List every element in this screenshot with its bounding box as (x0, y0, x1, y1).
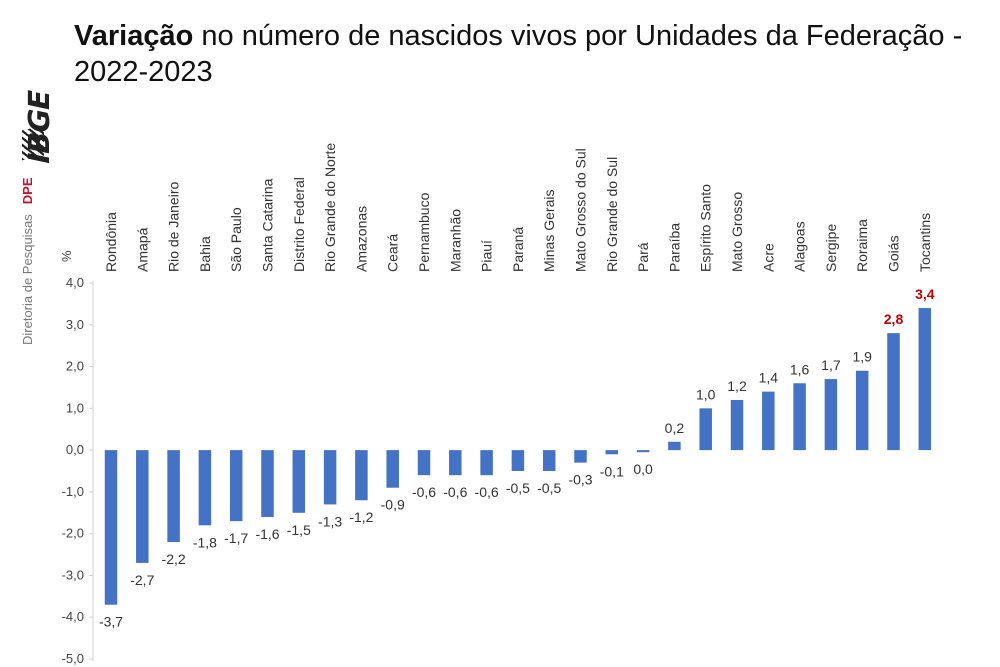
data-label: -0,5 (537, 480, 561, 496)
category-label: Sergipe (823, 224, 839, 272)
bar-24 (855, 370, 869, 451)
bar-6 (292, 450, 306, 513)
bar-0 (104, 450, 118, 605)
data-label: -0,5 (506, 480, 530, 496)
chart-title: Variação no número de nascidos vivos por… (74, 18, 974, 90)
category-label: Acre (760, 243, 776, 272)
category-label: Rondônia (103, 212, 119, 272)
category-label: Ceará (385, 234, 401, 272)
bar-9 (386, 450, 399, 488)
category-label: Alagoas (792, 221, 808, 272)
category-label: Maranhão (447, 209, 463, 272)
data-label: 1,9 (852, 349, 872, 365)
category-label: Piauí (479, 240, 495, 272)
bar-15 (574, 450, 587, 463)
bar-20 (730, 399, 744, 451)
data-label: 2,8 (884, 311, 904, 327)
bar-3 (198, 450, 212, 526)
category-label: Distrito Federal (291, 177, 307, 272)
category-label: Rio Grande do Norte (322, 143, 338, 272)
bar-19 (699, 408, 712, 451)
data-label: -1,8 (193, 534, 217, 550)
data-label: -1,3 (318, 513, 342, 529)
category-label: Pará (635, 242, 651, 272)
data-label: -0,6 (443, 484, 467, 500)
data-label: 3,4 (915, 286, 935, 302)
bar-16 (605, 450, 619, 455)
category-label: São Paulo (228, 207, 244, 272)
data-label: -2,2 (162, 551, 186, 567)
y-tick-label: 0,0 (66, 442, 84, 457)
data-label: 1,6 (790, 361, 810, 377)
category-label: Minas Gerais (541, 190, 557, 272)
category-label: Pernambuco (416, 192, 432, 272)
category-label: Santa Catarina (260, 178, 276, 272)
category-label: Bahia (197, 236, 213, 272)
data-label: -1,7 (224, 530, 248, 546)
bar-21 (762, 391, 775, 451)
y-tick-label: -4,0 (62, 609, 84, 624)
y-tick-label: -1,0 (62, 484, 84, 499)
bar-2 (167, 450, 180, 543)
category-label: Espírito Santo (698, 184, 714, 272)
chart-title-rest: no número de nascidos vivos por Unidades… (74, 20, 963, 88)
y-tick-label: 4,0 (66, 275, 84, 290)
category-label: Goiás (886, 235, 902, 272)
data-label: 1,7 (821, 357, 841, 373)
y-tick-label: -2,0 (62, 526, 84, 541)
y-tick-label: -3,0 (62, 567, 84, 582)
data-label: -2,7 (130, 572, 154, 588)
category-label: Amapá (134, 227, 150, 272)
bar-13 (511, 450, 525, 471)
data-label: -0,1 (600, 463, 624, 479)
data-label: -1,5 (287, 522, 311, 538)
data-label: -1,2 (349, 509, 373, 525)
data-label: -3,7 (99, 614, 123, 630)
bar-10 (417, 450, 431, 476)
data-label: -0,3 (568, 472, 592, 488)
data-label: -0,9 (381, 497, 405, 513)
bar-4 (229, 450, 243, 522)
bar-1 (136, 450, 149, 563)
category-label: Mato Grosso (729, 192, 745, 272)
category-label: Mato Grosso do Sul (573, 148, 589, 272)
data-label: 0,0 (633, 461, 653, 477)
bar-5 (261, 450, 274, 517)
category-label: Amazonas (353, 206, 369, 272)
data-label: 0,2 (665, 420, 685, 436)
bar-18 (668, 441, 681, 451)
bar-12 (480, 450, 493, 476)
data-label: 1,0 (696, 386, 716, 402)
bar-7 (323, 450, 337, 505)
category-label: Paraná (510, 227, 526, 272)
category-label: Roraima (854, 219, 870, 272)
bar-25 (887, 333, 900, 451)
chart-title-bold: Variação (74, 20, 194, 52)
data-label: -0,6 (475, 484, 499, 500)
data-label: 1,4 (759, 370, 779, 386)
y-tick-label: 1,0 (66, 400, 84, 415)
y-tick-label: -5,0 (62, 651, 84, 666)
data-label: -0,6 (412, 484, 436, 500)
data-label: 1,2 (727, 378, 747, 394)
bar-14 (542, 450, 556, 471)
bar-11 (449, 450, 462, 476)
data-label: -1,6 (255, 526, 279, 542)
category-label: Tocantins (917, 213, 933, 272)
category-label: Rio de Janeiro (166, 182, 182, 272)
y-tick-label: 3,0 (66, 317, 84, 332)
bar-8 (355, 450, 368, 501)
bar-22 (793, 383, 806, 451)
category-label: Rio Grande do Sul (604, 157, 620, 272)
category-label: Paraíba (666, 223, 682, 272)
y-axis-label: % (59, 250, 74, 262)
bar-17 (636, 450, 650, 453)
bar-26 (918, 308, 932, 451)
bar-23 (824, 379, 838, 451)
y-tick-label: 2,0 (66, 359, 84, 374)
